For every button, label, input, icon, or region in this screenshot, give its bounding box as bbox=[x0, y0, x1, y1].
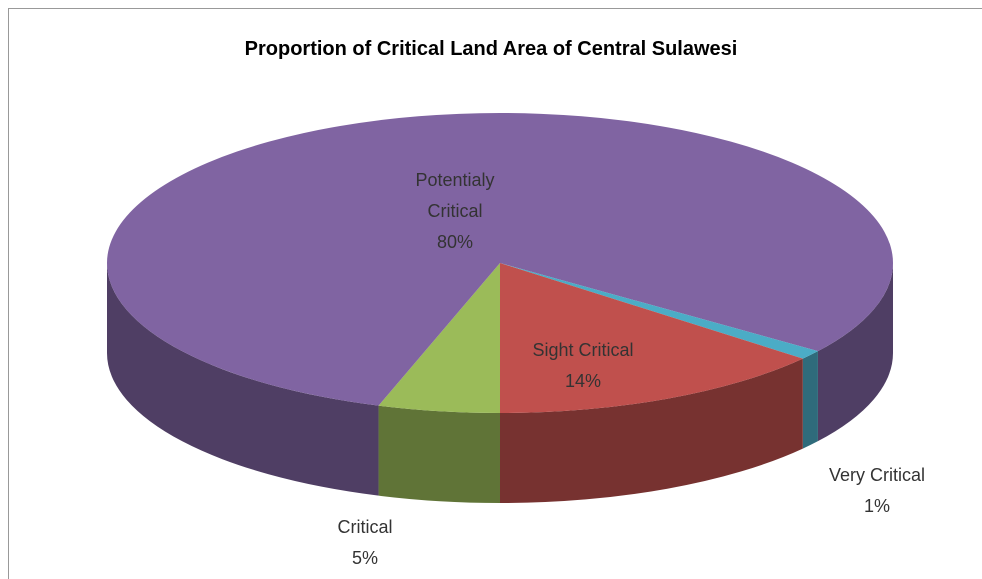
slice-label: Very Critical 1% bbox=[797, 460, 957, 522]
value-label: 14% bbox=[564, 371, 602, 391]
category-label: Critical bbox=[337, 517, 393, 537]
value-label: 80% bbox=[436, 232, 474, 252]
slice bbox=[500, 263, 818, 359]
slice bbox=[107, 112, 893, 406]
slice-label: Potentialy Critical 80% bbox=[400, 165, 510, 258]
chart-title: Proportion of Critical Land Area of Cent… bbox=[244, 38, 738, 60]
slice-side bbox=[500, 358, 803, 503]
category-label: Sight Critical bbox=[532, 340, 634, 360]
category-label: Very Critical bbox=[828, 465, 926, 485]
slice bbox=[500, 263, 803, 413]
slice-side bbox=[802, 351, 818, 449]
slice-label: Critical 5% bbox=[285, 512, 445, 574]
slice bbox=[378, 263, 500, 413]
slice-side bbox=[378, 405, 500, 503]
slice-side bbox=[107, 263, 379, 496]
chart-border bbox=[8, 8, 982, 579]
value-label: 1% bbox=[863, 496, 890, 516]
value-label: 5% bbox=[351, 548, 378, 568]
slice-label: Sight Critical 14% bbox=[493, 335, 673, 397]
category-label: Potentialy Critical bbox=[415, 170, 495, 221]
slice-side bbox=[817, 263, 893, 442]
